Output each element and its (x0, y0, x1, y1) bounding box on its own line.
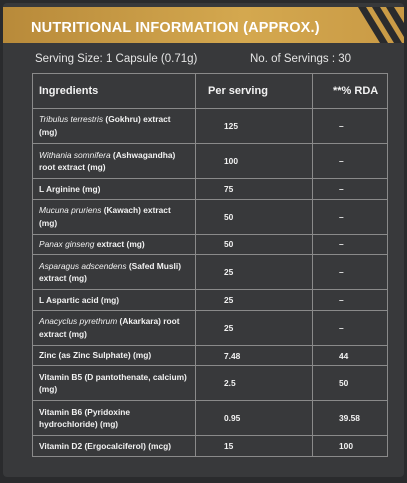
rda-cell: 44 (312, 344, 388, 367)
ingredient-cell: Mucuna pruriens (Kawach) extract (mg) (32, 198, 196, 235)
per-serving-cell: 0.95 (195, 400, 313, 437)
table-row: Tribulus terrestris (Gokhru) extract (mg… (32, 107, 388, 145)
ingredient-cell: Panax ginseng extract (mg) (32, 233, 196, 256)
ingredient-text: (Akarkara) root extract (mg) (39, 316, 180, 339)
ingredient-cell: Zinc (as Zinc Sulphate) (mg) (32, 344, 196, 367)
ingredient-cell: Vitamin B5 (D pantothenate, calcium) (mg… (32, 365, 196, 402)
title: NUTRITIONAL INFORMATION (APPROX.) (31, 20, 320, 36)
per-serving-cell: 50 (195, 198, 313, 235)
rda-cell: – (312, 309, 388, 346)
serving-size: Serving Size: 1 Capsule (0.71g) (35, 53, 198, 65)
rda-cell: 50 (312, 365, 388, 402)
header-row: Ingredients Per serving **% RDA (32, 73, 388, 109)
per-serving-cell: 25 (195, 289, 313, 311)
per-serving-cell: 50 (195, 233, 313, 256)
ingredient-cell: L Arginine (mg) (32, 178, 196, 200)
ingredient-text: Panax ginseng (39, 239, 95, 250)
ingredient-text: (Kawach) extract (mg) (39, 205, 171, 228)
stripes (358, 7, 404, 43)
table-row: Vitamin B6 (Pyridoxine hydrochloride) (m… (32, 400, 388, 437)
table-row: L Aspartic acid (mg) 25– (32, 289, 388, 311)
ingredient-text: Vitamin B6 (Pyridoxine hydrochloride) (m… (39, 406, 131, 430)
ingredient-text: Vitamin D2 (Ergocalciferol) (mcg) (39, 440, 172, 451)
header-band: NUTRITIONAL INFORMATION (APPROX.) (3, 7, 404, 43)
table-row: Anacyclus pyrethrum (Akarkara) root extr… (32, 309, 388, 346)
ingredient-text: Vitamin B5 (D pantothenate, calcium) (mg… (39, 371, 187, 395)
column-header: Ingredients (32, 73, 196, 109)
table-row: Asparagus adscendens (Safed Musli) extra… (32, 254, 388, 291)
ingredient-text: Withania somnifera (39, 149, 111, 160)
ingredient-text: (Gokhru) extract (mg) (39, 114, 171, 138)
rda-cell: – (312, 254, 388, 291)
table-row: Vitamin B5 (D pantothenate, calcium) (mg… (32, 365, 388, 402)
per-serving-cell: 75 (195, 178, 313, 200)
table-row: L Arginine (mg) 75– (32, 178, 388, 200)
nutrition-table: Ingredients Per serving **% RDA Tribulus… (32, 73, 388, 457)
ingredient-cell: Anacyclus pyrethrum (Akarkara) root extr… (32, 309, 196, 346)
ingredient-text: (Safed Musli) extract (mg) (39, 260, 181, 284)
per-serving-cell: 25 (195, 254, 313, 291)
table-row: Withania somnifera (Ashwagandha) root ex… (32, 143, 388, 180)
rda-cell: – (312, 233, 388, 256)
rda-cell: – (312, 107, 388, 145)
rda-cell: – (312, 143, 388, 180)
table-row: Mucuna pruriens (Kawach) extract (mg) 50– (32, 198, 388, 235)
ingredient-text: Asparagus adscendens (39, 260, 127, 271)
ingredient-cell: L Aspartic acid (mg) (32, 289, 196, 311)
table-row: Zinc (as Zinc Sulphate) (mg) 7.48 44 (32, 344, 388, 367)
table-row: Panax ginseng extract (mg) 50– (32, 233, 388, 256)
ingredient-cell: Asparagus adscendens (Safed Musli) extra… (32, 254, 196, 291)
ingredient-text: L Arginine (mg) (39, 183, 101, 194)
serving-count: No. of Servings : 30 (250, 53, 351, 65)
ingredient-cell: Tribulus terrestris (Gokhru) extract (mg… (32, 107, 196, 145)
ingredient-text: (Ashwagandha) root extract (mg) (39, 149, 176, 173)
serving-info: Serving Size: 1 Capsule (0.71g) No. of S… (35, 53, 365, 65)
ingredient-text: Tribulus terrestris (39, 114, 104, 125)
per-serving-cell: 125 (195, 107, 313, 145)
rda-cell: – (312, 178, 388, 200)
table-row: Vitamin D2 (Ergocalciferol) (mcg) 15 100 (32, 435, 388, 457)
ingredient-text: Anacyclus pyrethrum (39, 316, 118, 327)
per-serving-cell: 15 (195, 435, 313, 457)
per-serving-cell: 25 (195, 309, 313, 346)
ingredient-text: extract (mg) (94, 239, 145, 250)
ingredient-cell: Vitamin D2 (Ergocalciferol) (mcg) (32, 435, 196, 457)
column-header: **% RDA (312, 73, 388, 109)
rda-cell: – (312, 198, 388, 235)
per-serving-cell: 100 (195, 143, 313, 180)
ingredient-text: L Aspartic acid (mg) (39, 294, 120, 305)
per-serving-cell: 7.48 (195, 344, 313, 367)
rda-cell: 100 (312, 435, 388, 457)
rda-cell: 39.58 (312, 400, 388, 437)
label-page: NUTRITIONAL INFORMATION (APPROX.) Servin… (3, 3, 404, 477)
ingredient-cell: Withania somnifera (Ashwagandha) root ex… (32, 143, 196, 180)
per-serving-cell: 2.5 (195, 365, 313, 402)
rda-cell: – (312, 289, 388, 311)
ingredient-text: Zinc (as Zinc Sulphate) (mg) (39, 350, 152, 361)
column-header: Per serving (195, 73, 313, 109)
ingredient-text: Mucuna pruriens (39, 205, 102, 216)
ingredient-cell: Vitamin B6 (Pyridoxine hydrochloride) (m… (32, 400, 196, 437)
